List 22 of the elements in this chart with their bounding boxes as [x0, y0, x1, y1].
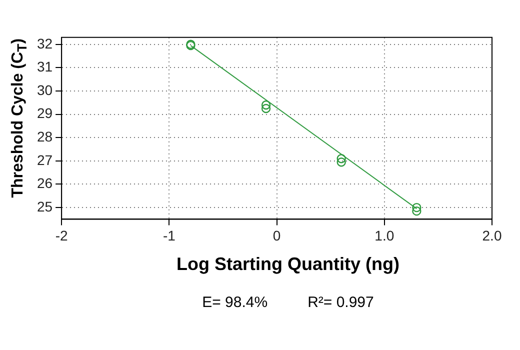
x-tick-label: -1 [162, 227, 176, 244]
y-tick-label: 28 [36, 128, 53, 144]
point [412, 206, 422, 216]
text: E= 98.4% [202, 294, 268, 311]
y-tick-label: 27 [36, 152, 53, 168]
x-tick-label: 1.0 [374, 227, 394, 244]
y-tick-label: 25 [36, 198, 53, 214]
x-tick-label: 2.0 [482, 227, 502, 244]
point [261, 100, 271, 110]
text: R²= 0.997 [308, 294, 374, 311]
point [261, 104, 271, 114]
x-tick-label: -2 [55, 227, 68, 244]
x-tick-label: 0 [272, 227, 281, 244]
y-tick-label: 26 [36, 175, 53, 192]
point [412, 202, 422, 212]
y-tick-label: 30 [36, 82, 53, 98]
point [336, 154, 346, 164]
x-axis-title: Log Starting Quantity (ng) [176, 254, 400, 275]
y-tick-label: 29 [36, 105, 53, 122]
y-tick-label: 32 [36, 35, 53, 52]
y-tick-label: 31 [36, 58, 53, 75]
point [336, 157, 346, 167]
